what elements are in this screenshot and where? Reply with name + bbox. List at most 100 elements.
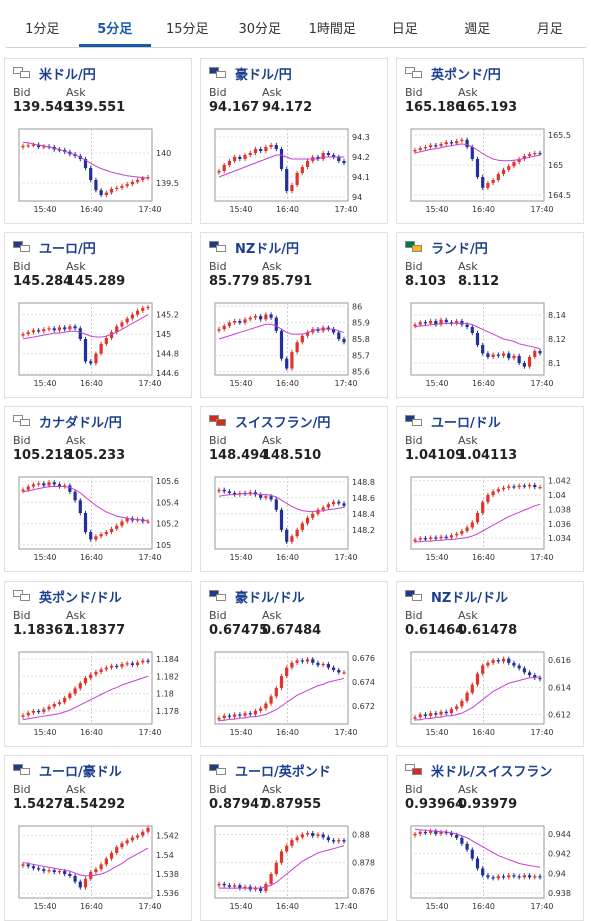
card-title[interactable]: NZドル/円 xyxy=(209,239,300,257)
tab-0[interactable]: 1分足 xyxy=(25,22,60,37)
candle xyxy=(326,327,330,330)
pair-name[interactable]: ユーロ/豪ドル xyxy=(39,764,122,780)
pair-name[interactable]: ユーロ/ドル xyxy=(431,415,501,431)
candle xyxy=(533,351,537,357)
card-title[interactable]: NZドル/ドル xyxy=(405,588,509,606)
moving-average-line xyxy=(218,154,344,178)
tab-2[interactable]: 15分足 xyxy=(165,22,209,37)
pair-name[interactable]: スイスフラン/円 xyxy=(235,415,331,431)
tab-6[interactable]: 週足 xyxy=(464,22,491,37)
x-tick-label: 16:40 xyxy=(80,728,103,737)
pair-name[interactable]: 英ポンド/円 xyxy=(431,67,501,83)
candle xyxy=(259,888,263,891)
candle xyxy=(274,862,278,874)
pair-name[interactable]: NZドル/ドル xyxy=(431,590,509,606)
pair-name[interactable]: 豪ドル/ドル xyxy=(235,590,305,606)
tab-1[interactable]: 5分足 xyxy=(78,14,151,47)
card-title[interactable]: 豪ドル/円 xyxy=(209,65,292,83)
candle xyxy=(130,663,134,666)
card-title[interactable]: ランド/円 xyxy=(405,239,488,257)
price-chart[interactable]: 0.88 0.878 0.876 15:40 16:40 17:40 xyxy=(201,818,389,916)
rate-card[interactable]: ランド/円 Bid Ask 8.103 8.112 8.14 8.12 8.1 15:… xyxy=(396,232,584,398)
rate-card[interactable]: ユーロ/豪ドル Bid Ask 1.54278 1.54292 1.542 1.5… xyxy=(4,755,192,921)
rate-card[interactable]: ユーロ/英ポンド Bid Ask 0.87947 0.87955 0.88 0.8… xyxy=(200,755,388,921)
pair-name[interactable]: NZドル/円 xyxy=(235,241,300,257)
candle xyxy=(527,357,532,367)
rate-card[interactable]: スイスフラン/円 Bid Ask 148.494 148.510 148.8 14… xyxy=(200,406,388,572)
candle xyxy=(501,487,506,490)
pair-name[interactable]: 英ポンド/ドル xyxy=(39,590,122,606)
card-title[interactable]: 英ポンド/ドル xyxy=(13,588,122,606)
price-chart[interactable]: 0.616 0.614 0.612 15:40 16:40 17:40 xyxy=(397,644,585,742)
rate-card[interactable]: 英ポンド/円 Bid Ask 165.186 165.193 165.5 165 1… xyxy=(396,58,584,224)
candle xyxy=(253,316,258,318)
pair-name[interactable]: 米ドル/円 xyxy=(39,67,96,83)
pair-name[interactable]: ユーロ/英ポンド xyxy=(235,764,331,780)
candle xyxy=(269,145,273,147)
candle xyxy=(125,840,129,844)
price-chart[interactable]: 140 139.5 15:40 16:40 17:40 xyxy=(5,121,193,219)
tab-3[interactable]: 30分足 xyxy=(238,22,282,37)
rate-card[interactable]: ユーロ/円 Bid Ask 145.284 145.289 145.2 145 14… xyxy=(4,232,192,398)
price-chart[interactable]: 1.542 1.54 1.538 1.536 15:40 16:40 17:40 xyxy=(5,818,193,916)
rate-card[interactable]: カナダドル/円 Bid Ask 105.218 105.233 105.6 105… xyxy=(4,406,192,572)
pair-name[interactable]: 米ドル/スイスフラン xyxy=(431,764,553,780)
price-chart[interactable]: 0.944 0.942 0.94 0.938 15:40 16:40 17:40 xyxy=(397,818,585,916)
card-title[interactable]: 米ドル/円 xyxy=(13,65,96,83)
rate-card[interactable]: 豪ドル/ドル Bid Ask 0.67475 0.67484 0.676 0.67… xyxy=(200,581,388,747)
candle xyxy=(78,881,82,888)
candle xyxy=(300,167,304,173)
pair-name[interactable]: ランド/円 xyxy=(431,241,488,257)
candle xyxy=(31,710,36,713)
candle xyxy=(89,674,93,679)
candle xyxy=(57,702,62,705)
candle xyxy=(42,869,46,872)
price-chart[interactable]: 148.8 148.6 148.4 148.2 15:40 16:40 17:40 xyxy=(201,469,389,567)
x-tick-label: 16:40 xyxy=(276,728,299,737)
price-chart[interactable]: 1.042 1.04 1.038 1.036 1.034 15:40 16:40 17:40 xyxy=(397,469,585,567)
bid-value: 148.494 xyxy=(209,448,269,463)
candle xyxy=(37,868,41,870)
card-title[interactable]: 英ポンド/円 xyxy=(405,65,501,83)
price-chart[interactable]: 86 85.9 85.8 85.7 85.6 15:40 16:40 17:40 xyxy=(201,295,389,393)
rate-card[interactable]: NZドル/円 Bid Ask 85.779 85.791 86 85.9 85.8 8… xyxy=(200,232,388,398)
price-chart[interactable]: 1.184 1.182 1.18 1.178 15:40 16:40 17:40 xyxy=(5,644,193,742)
rate-card[interactable]: 米ドル/円 Bid Ask 139.549 139.551 140 139.5 15… xyxy=(4,58,192,224)
y-tick-label: 1.038 xyxy=(548,505,571,514)
card-title[interactable]: スイスフラン/円 xyxy=(209,413,331,431)
rate-card[interactable]: NZドル/ドル Bid Ask 0.61464 0.61478 0.616 0.6… xyxy=(396,581,584,747)
rate-card[interactable]: 米ドル/スイスフラン Bid Ask 0.93964 0.93979 0.944… xyxy=(396,755,584,921)
card-title[interactable]: ユーロ/英ポンド xyxy=(209,762,331,780)
card-title[interactable]: カナダドル/円 xyxy=(13,413,122,431)
card-title[interactable]: 豪ドル/ドル xyxy=(209,588,305,606)
pair-name[interactable]: カナダドル/円 xyxy=(39,415,122,431)
rate-card[interactable]: ユーロ/ドル Bid Ask 1.04109 1.04113 1.042 1.04… xyxy=(396,406,584,572)
card-title[interactable]: 米ドル/スイスフラン xyxy=(405,762,553,780)
card-title[interactable]: ユーロ/円 xyxy=(13,239,96,257)
candle xyxy=(512,162,516,167)
x-tick-label: 16:40 xyxy=(472,728,495,737)
candle xyxy=(423,714,428,716)
pair-name[interactable]: ユーロ/円 xyxy=(39,241,96,257)
tab-5[interactable]: 日足 xyxy=(391,22,418,37)
ask-value: 105.233 xyxy=(66,448,126,463)
tab-4[interactable]: 1時間足 xyxy=(308,22,356,37)
price-chart[interactable]: 145.2 145 144.8 144.6 15:40 16:40 17:40 xyxy=(5,295,193,393)
rate-card[interactable]: 英ポンド/ドル Bid Ask 1.18367 1.18377 1.184 1.1… xyxy=(4,581,192,747)
price-chart[interactable]: 105.6 105.4 105.2 105 15:40 16:40 17:40 xyxy=(5,469,193,567)
price-chart[interactable]: 94.3 94.2 94.1 94 15:40 16:40 17:40 xyxy=(201,121,389,219)
candle xyxy=(439,711,443,715)
candle xyxy=(83,159,88,168)
price-chart[interactable]: 0.676 0.674 0.672 15:40 16:40 17:40 xyxy=(201,644,389,742)
candle xyxy=(527,484,532,487)
tab-7[interactable]: 月足 xyxy=(536,22,563,37)
card-title[interactable]: ユーロ/ドル xyxy=(405,413,501,431)
candle xyxy=(305,833,310,835)
card-title[interactable]: ユーロ/豪ドル xyxy=(13,762,122,780)
price-chart[interactable]: 8.14 8.12 8.1 15:40 16:40 17:40 xyxy=(397,295,585,393)
price-chart[interactable]: 165.5 165 164.5 15:40 16:40 17:40 xyxy=(397,121,585,219)
pair-name[interactable]: 豪ドル/円 xyxy=(235,67,292,83)
x-tick-label: 17:40 xyxy=(530,379,553,388)
rate-card[interactable]: 豪ドル/円 Bid Ask 94.167 94.172 94.3 94.2 94.1… xyxy=(200,58,388,224)
x-tick-label: 16:40 xyxy=(472,205,495,214)
